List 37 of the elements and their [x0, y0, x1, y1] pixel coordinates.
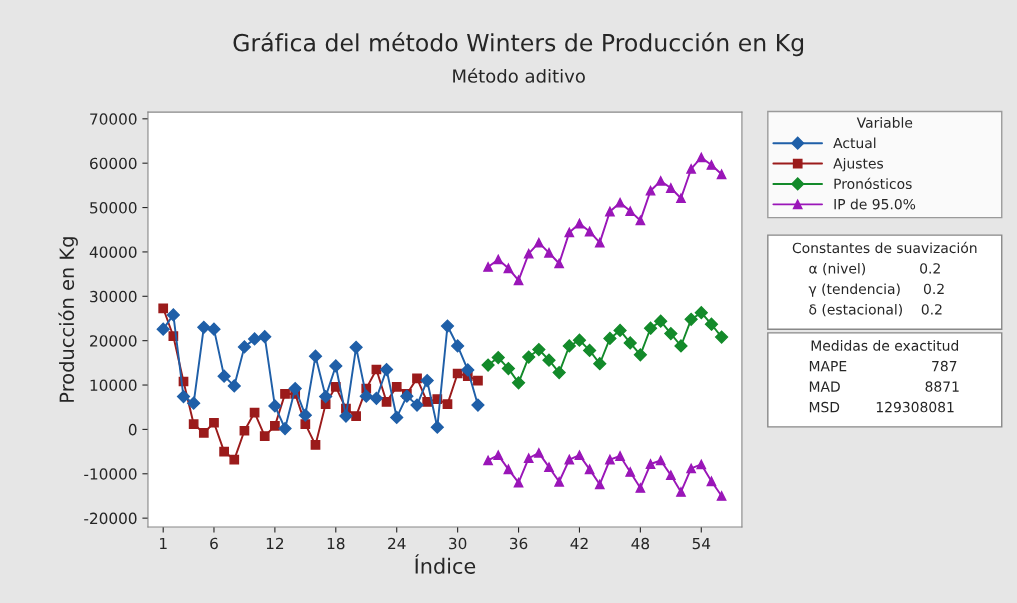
x-tick-label: 24 — [388, 537, 406, 550]
x-tick-label: 42 — [570, 537, 588, 550]
x-tick-label: 1 — [160, 537, 167, 550]
legend-title: Variable — [856, 117, 913, 128]
legend-label: IP de 95.0% — [834, 198, 916, 210]
y-tick-label: 0 — [128, 423, 137, 436]
text: Medidas de exactitud — [811, 340, 959, 351]
x-tick-label: 18 — [327, 537, 345, 550]
text: γ (tendencia) 0.2 — [808, 283, 944, 297]
text: α (nivel) 0.2 — [809, 262, 940, 276]
x-tick-label: 12 — [266, 537, 284, 550]
x-tick-label: 30 — [449, 537, 467, 550]
y-tick-label: -20000 — [84, 512, 137, 525]
y-tick-label: 30000 — [90, 290, 137, 303]
x-axis-title: Índice — [415, 554, 476, 574]
y-tick-label: 50000 — [90, 202, 137, 214]
chart-subtitle: Método aditivo — [453, 68, 585, 83]
y-tick-label: 60000 — [90, 157, 137, 170]
text: δ (estacional) 0.2 — [809, 303, 942, 317]
legend-label: Pronósticos — [834, 177, 912, 190]
text: Constantes de suavización — [792, 241, 977, 254]
y-tick-label: 20000 — [90, 335, 137, 347]
x-tick-label: 54 — [692, 537, 711, 550]
x-tick-label: 6 — [210, 537, 218, 550]
text: MAD 8871 — [809, 381, 959, 392]
legend-label: Ajustes — [833, 157, 884, 172]
y-axis-title: Producción en Kg — [58, 237, 78, 402]
y-tick-label: 70000 — [90, 113, 137, 125]
chart-title: Gráfica del método Winters de Producción en Kg — [233, 32, 804, 57]
y-tick-label: 10000 — [90, 379, 137, 392]
x-tick-label: 36 — [509, 537, 528, 550]
y-tick-label: 40000 — [89, 246, 137, 258]
legend-label: Actual — [833, 137, 876, 149]
text: MSD 129308081 — [809, 401, 954, 413]
text: MAPE 787 — [809, 360, 957, 372]
x-tick-label: 48 — [631, 537, 650, 550]
y-tick-label: -10000 — [84, 468, 137, 480]
